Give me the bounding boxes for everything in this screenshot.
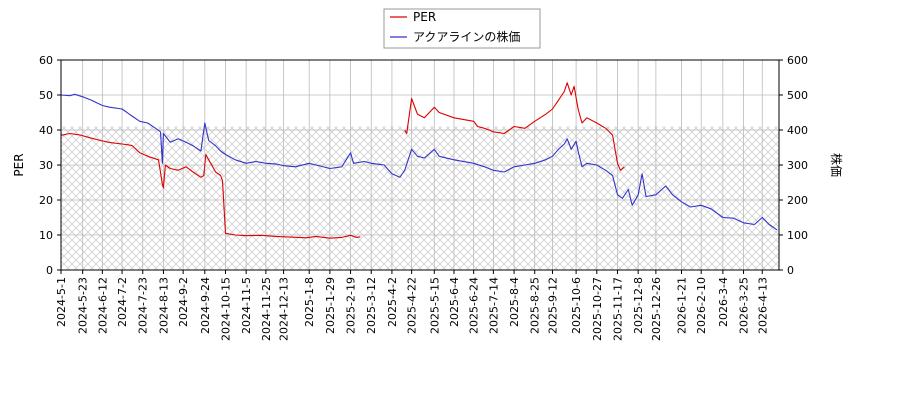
x-tick-label: 2024-9-2 — [177, 277, 190, 327]
y-tick-label-right: 100 — [787, 229, 808, 242]
series-line-per-0 — [61, 132, 361, 239]
y-tick-label-left: 60 — [39, 54, 53, 67]
x-tick-label: 2025-1-8 — [303, 277, 316, 327]
x-tick-label: 2026-1-21 — [675, 277, 688, 334]
y-tick-label-right: 500 — [787, 89, 808, 102]
x-tick-label: 2025-2-19 — [345, 277, 358, 334]
x-tick-label: 2025-6-4 — [448, 277, 461, 327]
x-tick-label: 2024-5-1 — [55, 277, 68, 327]
ticks: 010203040506001002003004005006002024-5-1… — [39, 54, 808, 341]
x-tick-label: 2026-3-4 — [717, 277, 730, 327]
x-tick-label: 2025-10-6 — [570, 277, 583, 334]
x-tick-label: 2025-6-24 — [468, 277, 481, 334]
y-tick-label-right: 0 — [787, 264, 794, 277]
y-tick-label-right: 600 — [787, 54, 808, 67]
series-line-price-0 — [61, 93, 778, 231]
x-tick-label: 2024-10-15 — [219, 277, 232, 341]
y-tick-label-left: 10 — [39, 229, 53, 242]
y-axis-label-right: 株価 — [829, 153, 844, 177]
x-tick-label: 2026-4-13 — [756, 277, 769, 334]
legend-label-per: PER — [413, 10, 436, 24]
x-tick-label: 2024-9-24 — [199, 277, 212, 334]
y-tick-label-left: 20 — [39, 194, 53, 207]
x-tick-label: 2024-12-13 — [278, 277, 291, 341]
series-layer — [61, 82, 778, 239]
grid — [61, 60, 779, 270]
x-tick-label: 2024-6-12 — [96, 277, 109, 334]
y-tick-label-right: 300 — [787, 159, 808, 172]
y-tick-label-right: 400 — [787, 124, 808, 137]
x-tick-label: 2025-5-15 — [428, 277, 441, 334]
series-line-per-1 — [404, 82, 625, 171]
x-tick-label: 2024-11-5 — [240, 277, 253, 334]
y-tick-label-left: 50 — [39, 89, 53, 102]
x-tick-label: 2025-8-4 — [508, 277, 521, 327]
x-tick-label: 2025-3-12 — [365, 277, 378, 334]
legend-box — [383, 8, 541, 49]
x-tick-label: 2024-7-23 — [137, 277, 150, 334]
shaded-band — [61, 126, 779, 270]
x-tick-label: 2026-2-10 — [695, 277, 708, 334]
x-tick-label: 2025-9-12 — [546, 277, 559, 334]
x-tick-label: 2025-8-25 — [529, 277, 542, 334]
x-tick-label: 2025-1-29 — [324, 277, 337, 334]
y-axis-label-left: PER — [12, 153, 26, 176]
x-tick-label: 2025-4-2 — [386, 277, 399, 327]
x-tick-label: 2024-5-23 — [77, 277, 90, 334]
x-tick-label: 2025-7-14 — [487, 277, 500, 334]
x-tick-label: 2025-12-26 — [650, 277, 663, 341]
x-tick-label: 2024-8-13 — [157, 277, 170, 334]
legend: PER アクアラインの株価 — [383, 8, 541, 49]
y-tick-label-right: 200 — [787, 194, 808, 207]
y-tick-label-left: 30 — [39, 159, 53, 172]
x-tick-label: 2025-4-22 — [406, 277, 419, 334]
x-tick-label: 2025-11-17 — [611, 277, 624, 341]
x-tick-label: 2026-3-25 — [738, 277, 751, 334]
y-tick-label-left: 0 — [46, 264, 53, 277]
x-tick-label: 2024-11-25 — [260, 277, 273, 341]
x-tick-label: 2025-10-27 — [591, 277, 604, 341]
legend-label-price: アクアラインの株価 — [413, 29, 520, 44]
x-tick-label: 2024-7-2 — [116, 277, 129, 327]
y-tick-label-left: 40 — [39, 124, 53, 137]
x-tick-label: 2025-12-8 — [632, 277, 645, 334]
